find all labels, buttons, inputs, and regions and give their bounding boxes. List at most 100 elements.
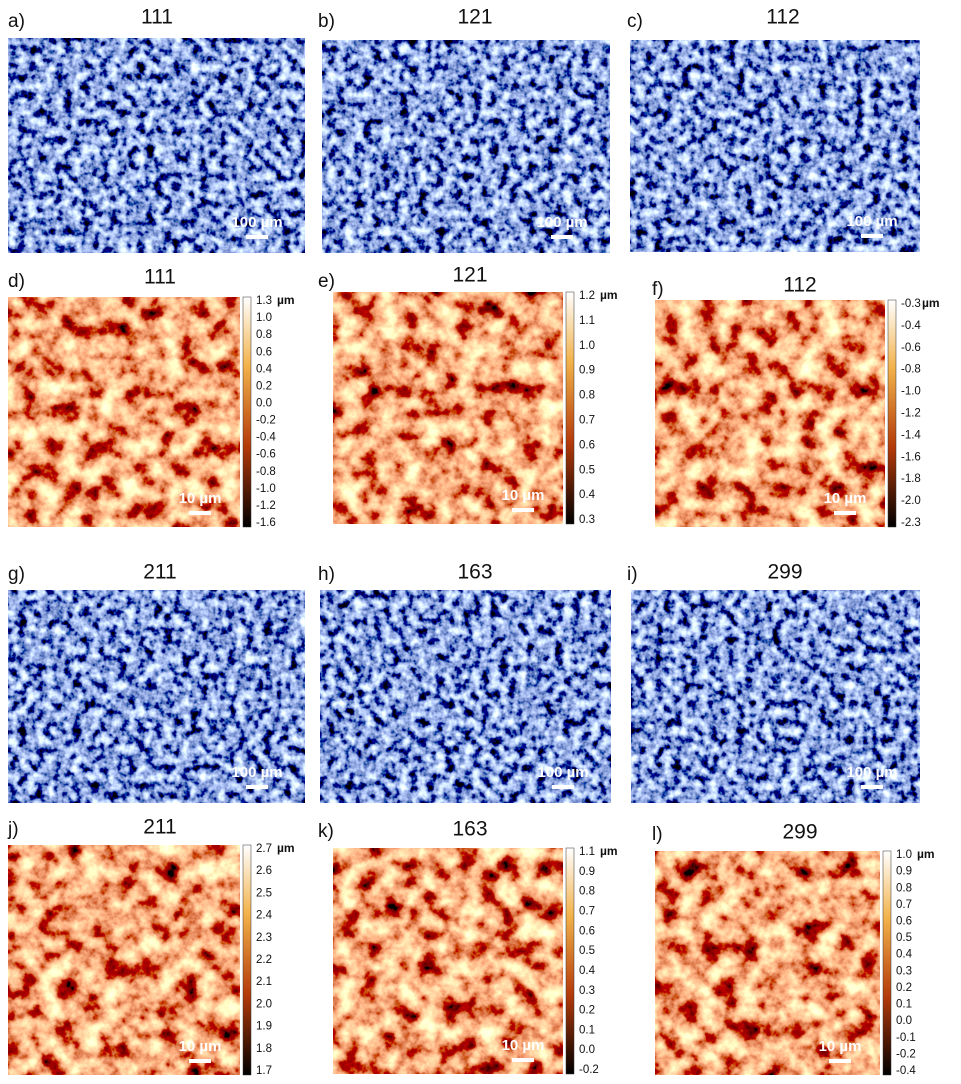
- colorbar-tick: -0.2: [896, 1048, 916, 1060]
- scale-bar: [246, 785, 268, 789]
- colorbar-tick: 1.3: [256, 295, 272, 307]
- colorbar-tick: -0.6: [256, 449, 276, 461]
- colorbar-tick: 1.1: [579, 315, 595, 327]
- colorbar-tick: 2.1: [256, 976, 272, 988]
- figure: a)111100 µmb)121100 µmc)112100 µmd)11110…: [0, 0, 961, 1084]
- colorbar: [883, 851, 891, 1075]
- colorbar-tick: 0.1: [896, 999, 912, 1011]
- panel-label: a): [8, 11, 25, 32]
- colorbar-tick: -2.0: [901, 495, 921, 507]
- colorbar-unit: µm: [917, 847, 935, 861]
- scale-bar-label: 10 µm: [179, 1038, 222, 1055]
- colorbar-tick: 0.0: [256, 397, 272, 409]
- panel-title: 121: [457, 6, 492, 29]
- colorbar-tick: -1.0: [256, 483, 276, 495]
- colorbar-tick: 0.2: [579, 1005, 595, 1017]
- colorbar-tick: -0.4: [256, 432, 276, 444]
- panel-label: k): [318, 821, 334, 842]
- colorbar-unit: µm: [277, 841, 295, 855]
- colorbar-tick: 0.0: [579, 1044, 595, 1056]
- colorbar-tick: 1.0: [256, 312, 272, 324]
- colorbar-tick: 0.7: [896, 899, 912, 911]
- scale-bar: [189, 511, 211, 515]
- colorbar-unit: µm: [277, 293, 295, 307]
- colorbar-tick: 0.4: [896, 949, 913, 961]
- panel-label: h): [318, 564, 335, 585]
- scale-bar: [512, 508, 534, 512]
- scale-bar-label: 10 µm: [819, 1038, 862, 1055]
- colorbar-tick: 1.8: [256, 1043, 272, 1055]
- colorbar-tick: 0.0: [896, 1015, 912, 1027]
- colorbar-tick: 0.8: [896, 882, 912, 894]
- scale-bar-label: 10 µm: [502, 1037, 545, 1054]
- panel-label: f): [652, 279, 664, 300]
- scale-bar: [829, 1059, 851, 1063]
- colorbar-tick: -0.3: [901, 298, 921, 310]
- scale-bar-label: 10 µm: [502, 487, 545, 504]
- colorbar: [566, 292, 574, 524]
- colorbar-tick: -1.8: [901, 473, 921, 485]
- colorbar-tick: 1.0: [579, 340, 595, 352]
- colorbar-tick: 0.3: [579, 514, 595, 526]
- colorbar-tick: 0.4: [579, 489, 596, 501]
- colorbar-tick: 2.2: [256, 954, 272, 966]
- colorbar-tick: -1.6: [901, 451, 921, 463]
- colorbar-tick: 0.2: [256, 380, 272, 392]
- colorbar-tick: 0.8: [256, 329, 272, 341]
- colorbar-tick: 2.6: [256, 865, 272, 877]
- scale-bar-label: 100 µm: [537, 764, 588, 781]
- colorbar-tick: 0.2: [896, 982, 912, 994]
- panel-label: b): [318, 11, 335, 32]
- panel-title: 211: [143, 816, 176, 839]
- colorbar: [888, 300, 896, 527]
- colorbar-tick: -1.2: [901, 408, 921, 420]
- panel-label: d): [8, 271, 25, 292]
- scale-bar-label: 10 µm: [824, 490, 867, 507]
- scale-bar-label: 100 µm: [536, 214, 587, 231]
- colorbar-unit: µm: [600, 844, 618, 858]
- colorbar-tick: 0.5: [896, 932, 912, 944]
- colorbar-tick: 0.7: [579, 414, 595, 426]
- colorbar-tick: 2.3: [256, 932, 272, 944]
- panel-title: 211: [143, 561, 176, 584]
- colorbar-tick: 0.6: [579, 439, 595, 451]
- scale-bar: [861, 785, 883, 789]
- colorbar-tick: -1.2: [256, 500, 276, 512]
- colorbar-tick: 0.4: [256, 363, 273, 375]
- colorbar-tick: 0.4: [579, 965, 596, 977]
- colorbar-tick: 0.9: [579, 866, 595, 878]
- panel-title: 299: [767, 561, 802, 584]
- colorbar: [243, 845, 251, 1075]
- colorbar: [566, 848, 574, 1074]
- colorbar-tick: 0.9: [579, 365, 595, 377]
- scale-bar-label: 100 µm: [846, 213, 897, 230]
- colorbar-tick: 1.7: [256, 1065, 272, 1077]
- colorbar-tick: 2.0: [256, 998, 272, 1010]
- panel-label: c): [627, 11, 643, 32]
- panel-title: 299: [782, 821, 817, 844]
- colorbar-tick: 0.7: [579, 905, 595, 917]
- colorbar-tick: 1.0: [896, 849, 912, 861]
- colorbar-tick: 2.5: [256, 887, 272, 899]
- colorbar-tick: 0.5: [579, 464, 595, 476]
- colorbar-tick: -0.4: [896, 1065, 916, 1077]
- scale-bar-label: 100 µm: [846, 764, 897, 781]
- panel-label: l): [652, 824, 663, 845]
- scale-bar: [512, 1058, 534, 1062]
- colorbar-tick: 0.6: [896, 915, 912, 927]
- colorbar: [243, 297, 251, 527]
- colorbar-tick: 0.8: [579, 390, 595, 402]
- panel-title: 121: [452, 264, 487, 287]
- colorbar-tick: 0.5: [579, 945, 595, 957]
- colorbar-tick: -0.2: [256, 415, 276, 427]
- scale-bar: [552, 785, 574, 789]
- colorbar-tick: -0.8: [256, 466, 276, 478]
- scale-bar: [551, 235, 573, 239]
- colorbar-tick: 0.6: [256, 346, 272, 358]
- panel-label: i): [627, 564, 638, 585]
- colorbar-tick: -1.0: [901, 386, 921, 398]
- colorbar-tick: 1.1: [579, 846, 595, 858]
- colorbar-tick: 0.8: [579, 886, 595, 898]
- colorbar-tick: 0.9: [896, 866, 912, 878]
- colorbar-tick: 0.1: [579, 1024, 595, 1036]
